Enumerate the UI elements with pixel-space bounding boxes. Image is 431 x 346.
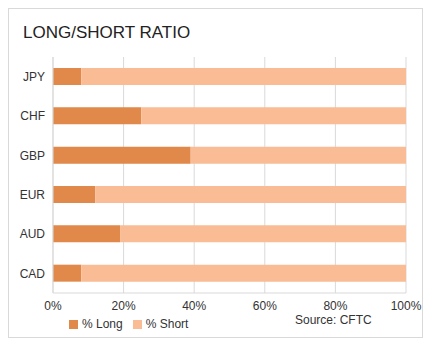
svg-text:20%: 20% xyxy=(112,299,136,313)
svg-text:60%: 60% xyxy=(253,299,277,313)
svg-text:EUR: EUR xyxy=(20,188,46,202)
svg-text:CAD: CAD xyxy=(20,267,46,281)
svg-text:40%: 40% xyxy=(182,299,206,313)
svg-text:AUD: AUD xyxy=(20,227,46,241)
html-text:% Short: % Short xyxy=(145,317,189,331)
svg-text:CHF: CHF xyxy=(20,109,45,123)
html-text:Source: CFTC: Source: CFTC xyxy=(295,313,372,327)
html-text:LONG/SHORT RATIO: LONG/SHORT RATIO xyxy=(23,23,191,42)
svg-text:JPY: JPY xyxy=(23,70,45,84)
svg-text:100%: 100% xyxy=(391,299,422,313)
svg-text:0%: 0% xyxy=(44,299,62,313)
svg-text:GBP: GBP xyxy=(20,149,45,163)
svg-text:80%: 80% xyxy=(323,299,347,313)
html-text:% Long: % Long xyxy=(82,317,123,331)
